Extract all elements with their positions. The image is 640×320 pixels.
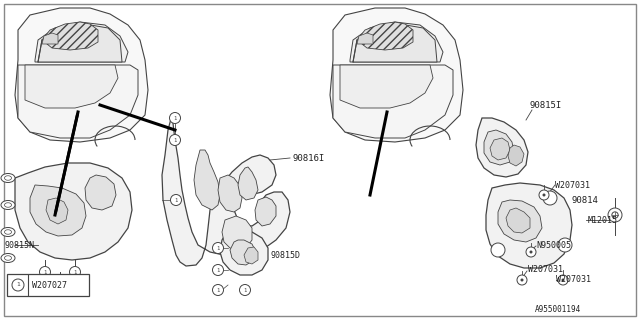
Text: 1: 1	[16, 283, 20, 287]
Ellipse shape	[4, 256, 12, 260]
Circle shape	[561, 278, 564, 282]
Circle shape	[520, 278, 524, 282]
Circle shape	[70, 267, 81, 277]
Ellipse shape	[1, 253, 15, 262]
Circle shape	[170, 113, 180, 124]
Polygon shape	[222, 216, 252, 250]
Text: W207031: W207031	[556, 276, 591, 284]
Polygon shape	[476, 118, 528, 177]
Circle shape	[529, 251, 532, 253]
Polygon shape	[25, 65, 118, 108]
Polygon shape	[42, 33, 58, 44]
Polygon shape	[357, 33, 373, 44]
Polygon shape	[85, 175, 116, 210]
Text: M12015: M12015	[588, 215, 618, 225]
Polygon shape	[35, 22, 128, 62]
Text: 90816I: 90816I	[292, 154, 324, 163]
Circle shape	[212, 243, 223, 253]
Circle shape	[40, 267, 51, 277]
Polygon shape	[508, 145, 524, 166]
Text: W207031: W207031	[555, 180, 590, 189]
Text: 1: 1	[216, 287, 220, 292]
Text: 90815I: 90815I	[530, 100, 563, 109]
Polygon shape	[18, 65, 138, 138]
Polygon shape	[255, 197, 276, 226]
FancyBboxPatch shape	[7, 274, 89, 296]
Circle shape	[170, 134, 180, 146]
Ellipse shape	[4, 176, 12, 180]
Polygon shape	[357, 22, 413, 50]
Circle shape	[491, 243, 505, 257]
Circle shape	[543, 191, 557, 205]
Text: W207031: W207031	[528, 266, 563, 275]
Polygon shape	[353, 24, 437, 62]
Polygon shape	[162, 115, 290, 266]
Circle shape	[212, 265, 223, 276]
Circle shape	[612, 212, 618, 218]
Circle shape	[170, 195, 182, 205]
Circle shape	[12, 279, 24, 291]
Circle shape	[239, 284, 250, 295]
Text: 90815D: 90815D	[270, 251, 300, 260]
Circle shape	[558, 275, 568, 285]
Polygon shape	[46, 198, 68, 224]
Polygon shape	[333, 65, 453, 138]
Ellipse shape	[1, 173, 15, 182]
Polygon shape	[490, 138, 510, 160]
Polygon shape	[340, 65, 433, 108]
Text: A955001194: A955001194	[535, 306, 581, 315]
Circle shape	[543, 194, 545, 196]
Ellipse shape	[1, 228, 15, 236]
Polygon shape	[230, 240, 256, 265]
Circle shape	[608, 208, 622, 222]
Circle shape	[558, 238, 572, 252]
Text: 1: 1	[173, 116, 177, 121]
Text: 1: 1	[74, 269, 77, 275]
Polygon shape	[238, 167, 258, 200]
Polygon shape	[506, 208, 530, 233]
Circle shape	[539, 190, 549, 200]
Text: W207027: W207027	[32, 281, 67, 290]
Text: 1: 1	[216, 245, 220, 251]
Text: 90814: 90814	[572, 196, 599, 204]
Polygon shape	[498, 200, 542, 242]
Polygon shape	[486, 183, 572, 268]
Circle shape	[526, 247, 536, 257]
Polygon shape	[30, 185, 86, 236]
Ellipse shape	[4, 203, 12, 207]
Text: 1: 1	[216, 268, 220, 273]
Polygon shape	[350, 22, 443, 62]
Ellipse shape	[4, 230, 12, 234]
Text: 1: 1	[243, 287, 246, 292]
Polygon shape	[42, 22, 98, 50]
Text: 1: 1	[44, 269, 47, 275]
Polygon shape	[194, 150, 220, 210]
Polygon shape	[15, 163, 132, 260]
Polygon shape	[15, 8, 148, 142]
Circle shape	[54, 281, 65, 292]
Text: N950005: N950005	[536, 241, 571, 250]
Polygon shape	[218, 175, 242, 212]
Polygon shape	[244, 247, 258, 264]
Text: 90815N: 90815N	[4, 241, 34, 250]
Polygon shape	[38, 24, 122, 62]
Ellipse shape	[1, 201, 15, 210]
Text: 1: 1	[173, 138, 177, 142]
Circle shape	[517, 275, 527, 285]
Circle shape	[212, 284, 223, 295]
Polygon shape	[330, 8, 463, 142]
Polygon shape	[484, 130, 514, 165]
Text: 1: 1	[174, 197, 178, 203]
Polygon shape	[220, 228, 268, 275]
Text: 1: 1	[58, 284, 61, 289]
